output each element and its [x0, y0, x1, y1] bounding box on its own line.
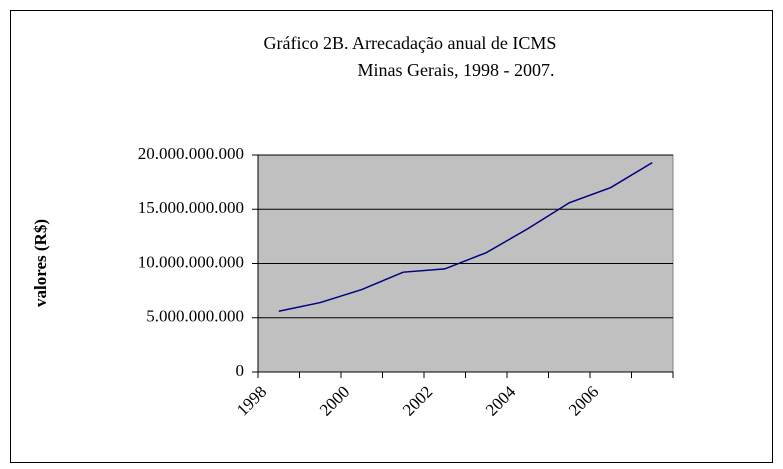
y-tick-label: 5.000.000.000 — [146, 307, 244, 326]
chart-title: Gráfico 2B. Arrecadação anual de ICMS — [264, 33, 557, 53]
y-tick-label: 0 — [236, 361, 245, 380]
chart-subtitle: Minas Gerais, 1998 - 2007. — [358, 60, 555, 80]
y-axis-label: valores (R$) — [31, 219, 50, 307]
y-tick-label: 10.000.000.000 — [138, 252, 244, 271]
line — [278, 161, 653, 312]
y-tick-label: 20.000.000.000 — [138, 144, 244, 163]
y-tick-label: 15.000.000.000 — [138, 198, 244, 217]
